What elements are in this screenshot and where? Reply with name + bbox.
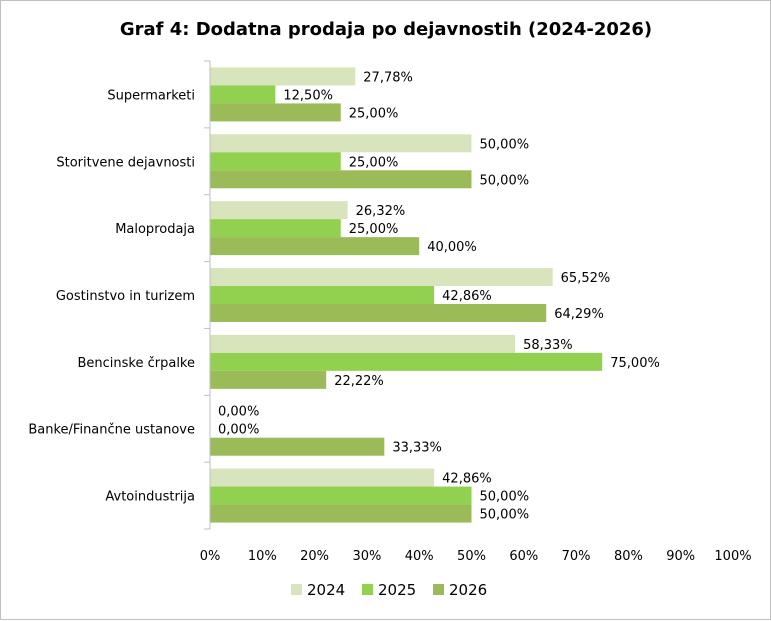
category-label: Maloprodaja (115, 222, 195, 237)
data-label: 33,33% (392, 441, 442, 456)
bar-2024 (210, 334, 516, 353)
legend-label: 2024 (307, 581, 345, 599)
bar-2026 (210, 237, 420, 256)
data-label: 58,33% (523, 338, 573, 353)
bar-2025 (210, 286, 435, 304)
data-label: 25,00% (349, 106, 399, 121)
data-label: 22,22% (334, 374, 384, 389)
x-axis-ticks: 0% 10% 20% 30% 40% 50% 60% 70% 80% 90% 100% (200, 549, 752, 564)
x-tick-label: 0% (200, 549, 221, 564)
category-label: Avtoindustrija (105, 490, 195, 505)
data-label: 65,52% (561, 271, 611, 286)
x-tick-label: 50% (457, 549, 486, 564)
data-label: 25,00% (349, 222, 399, 237)
bar-2025 (210, 85, 276, 104)
bar-2025 (210, 352, 603, 371)
x-tick-label: 10% (248, 549, 277, 564)
data-label: 50,00% (480, 173, 530, 188)
bar-2024 (210, 468, 435, 487)
data-label: 27,78% (363, 70, 413, 85)
category-label: Storitvene dejavnosti (56, 155, 195, 170)
bar-2026 (210, 103, 341, 122)
bar-2026 (210, 504, 472, 523)
x-tick-label: 20% (300, 549, 329, 564)
data-label: 26,32% (356, 204, 406, 219)
bar-2024 (210, 268, 553, 286)
legend-swatch-2024 (291, 584, 302, 595)
data-label: 0,00% (218, 423, 259, 438)
x-tick-label: 100% (714, 549, 751, 564)
data-label: 12,50% (283, 88, 333, 103)
bar-2024 (210, 134, 472, 153)
bar-2025 (210, 219, 341, 238)
bar-2025 (210, 486, 472, 505)
bar-2026 (210, 370, 327, 389)
x-tick-label: 40% (405, 549, 434, 564)
bar-2024 (210, 67, 356, 86)
category-label: Supermarketi (107, 88, 195, 103)
data-label: 25,00% (349, 155, 399, 170)
legend: 2024 2025 2026 (291, 581, 487, 599)
data-label: 50,00% (480, 508, 530, 523)
data-label: 50,00% (480, 490, 530, 505)
x-tick-label: 30% (352, 549, 381, 564)
data-label: 50,00% (480, 137, 530, 152)
data-label: 64,29% (554, 307, 604, 322)
category-label: Banke/Finančne ustanove (28, 423, 195, 438)
bar-2026 (210, 437, 385, 456)
x-tick-label: 80% (614, 549, 643, 564)
legend-swatch-2026 (433, 584, 444, 595)
data-label: 42,86% (442, 472, 492, 487)
bar-2024 (210, 201, 348, 220)
data-label: 75,00% (610, 356, 660, 371)
legend-label: 2025 (378, 581, 416, 599)
x-tick-label: 60% (509, 549, 538, 564)
data-label: 40,00% (427, 240, 477, 255)
chart-title: Graf 4: Dodatna prodaja po dejavnostih (… (120, 19, 652, 40)
x-tick-label: 70% (562, 549, 591, 564)
bar-2026 (210, 304, 547, 322)
bar-2026 (210, 170, 472, 189)
bars-group: 27,78% 12,50% 25,00% 50,00% 25,00% 50,00% 26,3… (210, 67, 660, 523)
legend-label: 2026 (449, 581, 487, 599)
data-label: 42,86% (442, 289, 492, 304)
data-label: 0,00% (218, 405, 259, 420)
category-labels: Supermarketi Storitvene dejavnosti Malopro… (28, 60, 210, 530)
category-label: Bencinske črpalke (77, 356, 195, 371)
x-tick-label: 90% (666, 549, 695, 564)
legend-swatch-2025 (362, 584, 373, 595)
category-label: Gostinstvo in turizem (56, 289, 195, 304)
bar-2025 (210, 152, 341, 171)
